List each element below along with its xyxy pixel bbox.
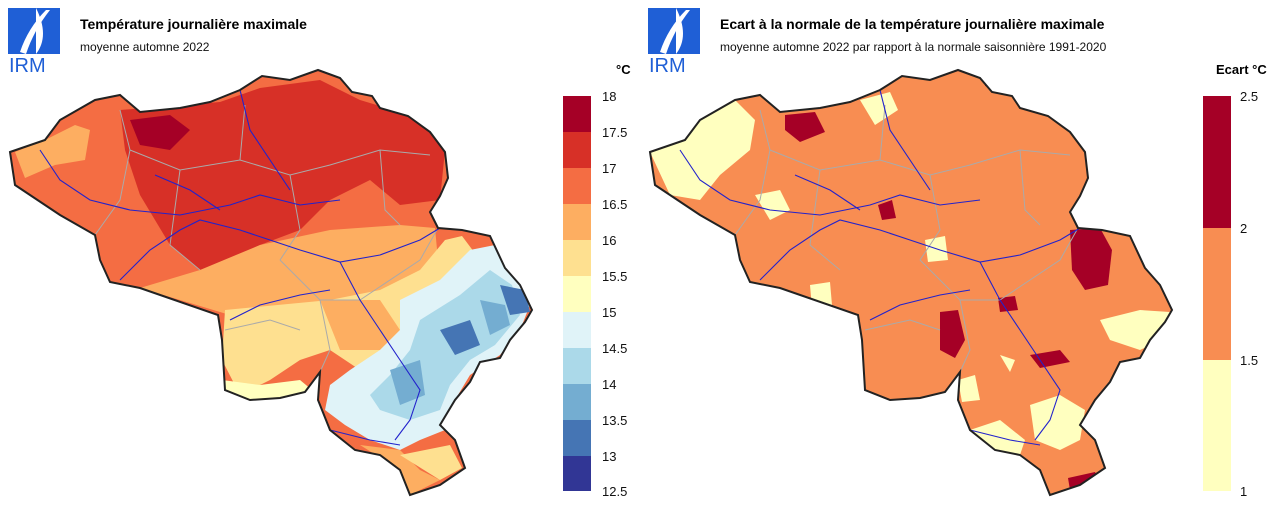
legend-swatch	[563, 168, 591, 204]
legend-tick: 2.5	[1240, 89, 1259, 104]
left-map-panel: IRM Température journalière maximale moy…	[8, 8, 631, 499]
legend-unit: °C	[616, 62, 631, 77]
legend-tick: 15.5	[602, 269, 628, 284]
legend-swatch	[563, 240, 591, 276]
legend-tick: 17	[602, 161, 617, 176]
legend-swatch	[563, 312, 591, 348]
legend-swatch	[563, 96, 591, 132]
legend-tick: 13	[602, 449, 617, 464]
right-map-panel: IRM Ecart à la normale de la température…	[640, 0, 1280, 507]
legend-swatch	[563, 384, 591, 420]
logo-text: IRM	[9, 55, 46, 74]
legend-swatch	[563, 420, 591, 456]
legend-tick: 18	[602, 89, 617, 104]
legend-tick: 12.5	[602, 484, 628, 499]
anomaly-legend	[1203, 96, 1231, 491]
irm-logo: IRM	[648, 8, 700, 74]
legend-tick: 1	[1240, 484, 1248, 499]
map-title: Ecart à la normale de la température jou…	[720, 16, 1105, 32]
legend-tick: 2	[1240, 221, 1248, 236]
legend-tick: 14.5	[602, 341, 628, 356]
map-subtitle: moyenne automne 2022 par rapport à la no…	[720, 40, 1107, 54]
legend-swatch	[563, 456, 591, 491]
logo-text: IRM	[649, 55, 686, 74]
legend-swatch	[563, 204, 591, 240]
legend-swatch	[1203, 228, 1231, 360]
legend-unit: Ecart °C	[1216, 62, 1267, 77]
legend-tick: 14	[602, 377, 617, 392]
legend-swatch	[563, 132, 591, 168]
legend-tick: 1.5	[1240, 353, 1259, 368]
map-subtitle: moyenne automne 2022	[80, 40, 210, 54]
legend-tick: 17.5	[602, 125, 628, 140]
legend-swatch	[563, 276, 591, 312]
map-title: Température journalière maximale	[80, 16, 307, 32]
legend-swatch	[1203, 360, 1231, 491]
legend-tick: 16.5	[602, 197, 628, 212]
legend-swatch	[563, 348, 591, 384]
legend-tick: 15	[602, 305, 617, 320]
temperature-map	[9, 69, 533, 496]
legend-swatch	[1203, 96, 1231, 228]
irm-logo: IRM	[8, 8, 60, 74]
temperature-legend	[563, 96, 591, 491]
legend-tick: 13.5	[602, 413, 628, 428]
legend-tick: 16	[602, 233, 617, 248]
anomaly-map	[649, 69, 1173, 496]
